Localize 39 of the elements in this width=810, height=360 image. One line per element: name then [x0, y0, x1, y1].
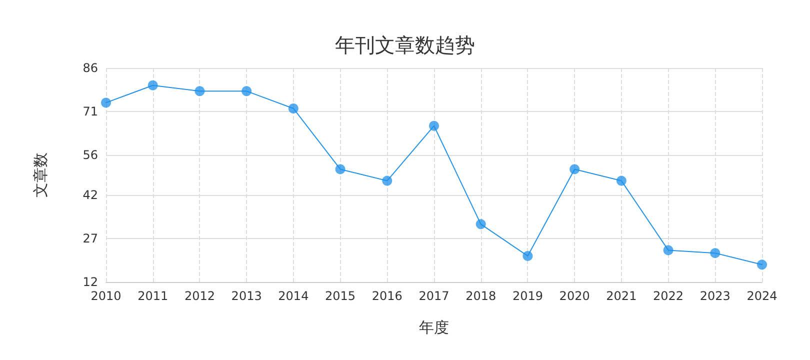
x-axis-title: 年度 [419, 318, 449, 336]
point [101, 98, 111, 108]
x-tick-label: 2016 [372, 289, 402, 303]
x-tick-label: 2015 [325, 289, 356, 303]
x-tick-label: 2020 [559, 289, 590, 303]
point [242, 86, 252, 96]
x-tick-label: 2012 [184, 289, 215, 303]
point [757, 260, 767, 270]
x-tick-label: 2014 [278, 289, 309, 303]
x-tick-label: 2013 [231, 289, 262, 303]
chart-title: 年刊文章数趋势 [335, 33, 475, 57]
x-tick-label: 2024 [746, 289, 778, 303]
point [148, 80, 158, 90]
x-tick-label: 2018 [466, 289, 496, 303]
y-tick-label: 12 [82, 275, 98, 289]
point [335, 164, 346, 174]
point [382, 176, 392, 186]
x-tick-label: 2021 [606, 289, 637, 303]
y-tick-label: 86 [82, 61, 98, 75]
point [522, 250, 533, 261]
point [194, 86, 205, 96]
y-tick-label: 56 [82, 148, 98, 162]
y-tick-label: 42 [82, 188, 98, 202]
y-tick-label: 27 [82, 232, 98, 246]
point [710, 248, 720, 258]
x-tick-label: 2011 [138, 289, 168, 303]
point [663, 245, 674, 256]
point [476, 219, 486, 230]
x-tick-label: 2022 [653, 289, 684, 303]
x-tick-label: 2023 [700, 289, 730, 303]
point [616, 176, 626, 186]
y-axis-title: 文章数 [32, 152, 50, 198]
x-tick-label: 2017 [418, 289, 450, 303]
point [429, 120, 439, 131]
point [570, 164, 580, 174]
point [288, 103, 298, 114]
x-tick-label: 2019 [512, 289, 543, 303]
x-tick-label: 2010 [90, 289, 122, 303]
y-tick-label: 71 [82, 104, 98, 118]
